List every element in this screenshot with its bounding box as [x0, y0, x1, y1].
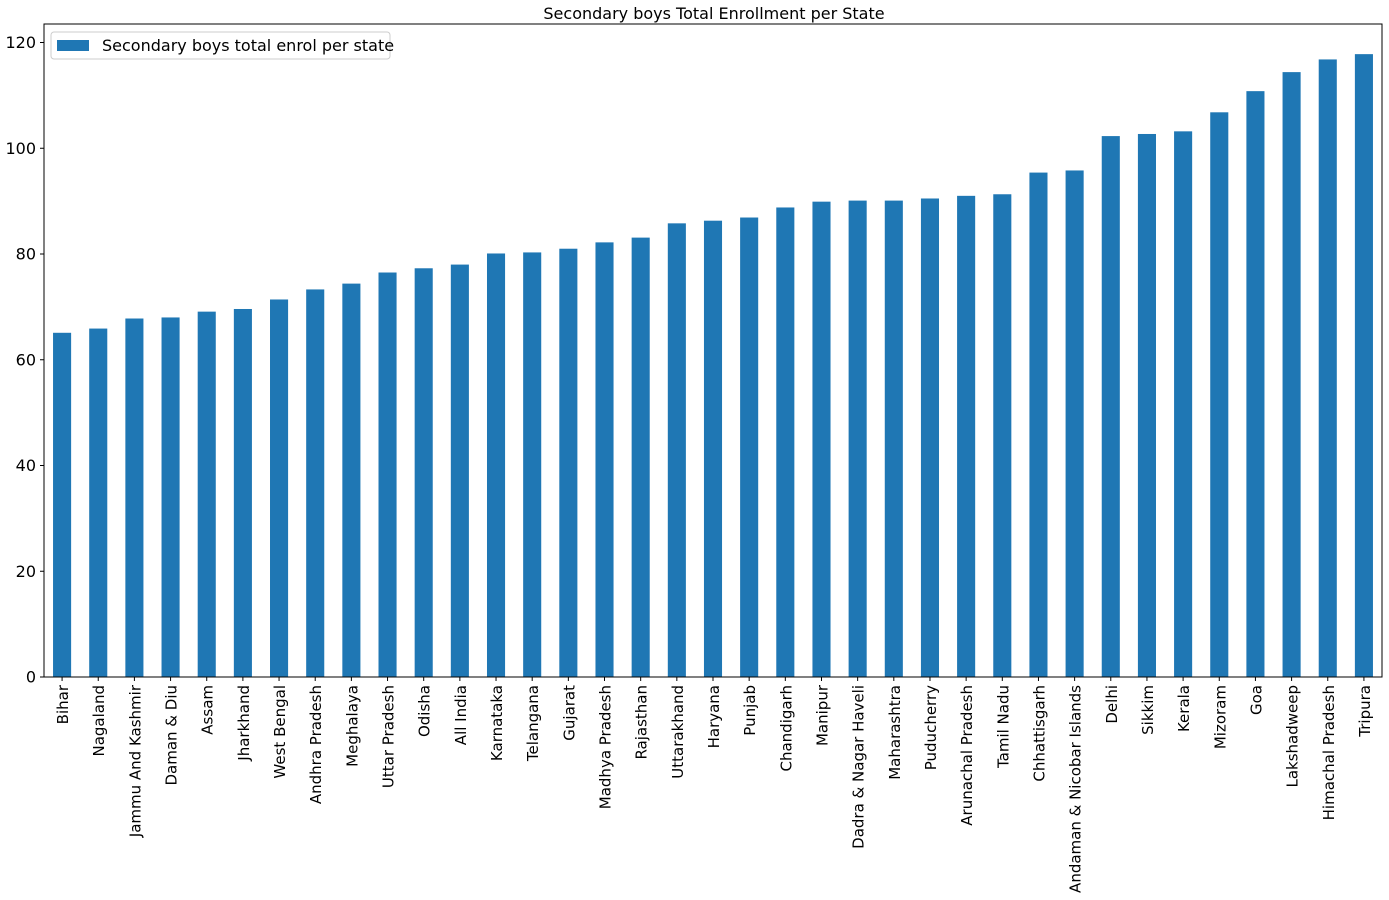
bar-2: [125, 318, 144, 677]
y-axis: 0 20 40 60 80 100 120: [5, 33, 44, 687]
legend-label: Secondary boys total enrol per state: [102, 36, 394, 55]
y-tick-label-4: 80: [16, 245, 36, 264]
bar-17: [667, 223, 686, 677]
x-tick-label-32: Mizoram: [1211, 685, 1229, 749]
x-tick-label-24: Puducherry: [922, 685, 940, 770]
x-tick-label-21: Manipur: [813, 684, 831, 746]
x-tick-label-29: Delhi: [1103, 685, 1121, 724]
x-tick-label-15: Madhya Pradesh: [597, 685, 615, 809]
x-tick-label-9: Uttar Pradesh: [380, 685, 398, 788]
bar-35: [1318, 59, 1337, 678]
x-tick-label-19: Punjab: [741, 685, 759, 736]
bar-15: [595, 242, 614, 677]
bar-5: [233, 308, 252, 677]
x-tick-label-0: Bihar: [54, 684, 72, 724]
bar-22: [848, 200, 867, 677]
bar-32: [1210, 112, 1229, 678]
x-tick-label-20: Chandigarh: [777, 685, 795, 772]
plot-frame: [43, 23, 1383, 678]
bars-group: [53, 54, 1373, 678]
x-tick-label-3: Daman & Diu: [163, 685, 181, 786]
x-tick-label-26: Tamil Nadu: [994, 685, 1012, 769]
bar-9: [378, 272, 397, 677]
x-tick-label-10: Odisha: [416, 685, 434, 737]
y-tick-label-6: 120: [5, 33, 36, 52]
bar-1: [89, 328, 108, 677]
bar-20: [776, 207, 795, 677]
chart-title: Secondary boys Total Enrollment per Stat…: [543, 4, 884, 23]
y-tick-label-0: 0: [26, 668, 36, 687]
bar-4: [197, 311, 216, 677]
x-tick-label-11: All India: [452, 685, 470, 745]
x-tick-label-6: West Bengal: [271, 685, 289, 779]
bar-6: [270, 299, 289, 677]
y-tick-label-1: 20: [16, 562, 36, 581]
bar-23: [884, 200, 903, 677]
x-tick-label-33: Goa: [1247, 685, 1265, 715]
bar-34: [1282, 72, 1301, 678]
bar-33: [1246, 91, 1265, 677]
x-tick-label-30: Sikkim: [1139, 685, 1157, 735]
x-tick-label-28: Andaman & Nicobar Islands: [1067, 685, 1085, 893]
bar-13: [523, 252, 542, 678]
bar-25: [957, 195, 976, 677]
bar-3: [161, 317, 180, 677]
bar-7: [306, 289, 325, 677]
x-tick-label-35: Himachal Pradesh: [1320, 685, 1338, 820]
bar-31: [1174, 131, 1193, 678]
x-tick-label-18: Haryana: [705, 685, 723, 748]
x-tick-label-7: Andhra Pradesh: [307, 685, 325, 804]
bar-29: [1101, 136, 1120, 678]
bar-11: [450, 264, 469, 677]
x-tick-label-25: Arunachal Pradesh: [958, 685, 976, 826]
legend: Secondary boys total enrol per state: [50, 31, 394, 60]
bar-16: [631, 237, 650, 678]
bar-14: [559, 248, 578, 677]
x-tick-label-8: Meghalaya: [343, 685, 361, 767]
bar-30: [1137, 133, 1156, 678]
x-tick-label-13: Telangana: [524, 685, 542, 762]
bar-28: [1065, 170, 1084, 677]
y-tick-label-3: 60: [16, 350, 36, 369]
x-tick-label-12: Karnataka: [488, 685, 506, 761]
x-tick-label-34: Lakshadweep: [1284, 685, 1302, 788]
bar-8: [342, 283, 361, 677]
x-tick-label-17: Uttarakhand: [669, 685, 687, 779]
bar-27: [1029, 172, 1048, 677]
y-tick-label-2: 40: [16, 456, 36, 475]
x-tick-label-27: Chhattisgarh: [1030, 685, 1048, 782]
bar-26: [993, 194, 1012, 677]
bar-10: [414, 268, 433, 677]
bar-18: [703, 220, 723, 677]
x-tick-label-31: Kerala: [1175, 685, 1193, 732]
bar-36: [1354, 54, 1373, 677]
legend-box: [50, 31, 391, 60]
x-tick-label-22: Dadra & Nagar Haveli: [850, 685, 868, 849]
bar-0: [53, 332, 72, 677]
bar-24: [920, 198, 940, 678]
x-tick-label-5: Jharkhand: [235, 685, 253, 762]
x-tick-label-36: Tripura: [1356, 685, 1374, 738]
bar-19: [740, 217, 759, 677]
x-tick-label-4: Assam: [199, 685, 217, 735]
x-tick-label-16: Rajasthan: [633, 685, 651, 760]
x-tick-label-1: Nagaland: [90, 685, 108, 757]
x-tick-label-23: Maharashtra: [886, 685, 904, 780]
x-tick-label-2: Jammu And Kashmir: [126, 684, 144, 838]
x-axis: Bihar Nagaland Jammu And Kashmir Daman & Di…: [54, 677, 1374, 893]
bar-12: [486, 253, 506, 678]
y-tick-label-5: 100: [5, 139, 36, 158]
bar-21: [812, 201, 831, 677]
legend-swatch: [57, 40, 89, 51]
x-tick-label-14: Gujarat: [560, 685, 578, 741]
